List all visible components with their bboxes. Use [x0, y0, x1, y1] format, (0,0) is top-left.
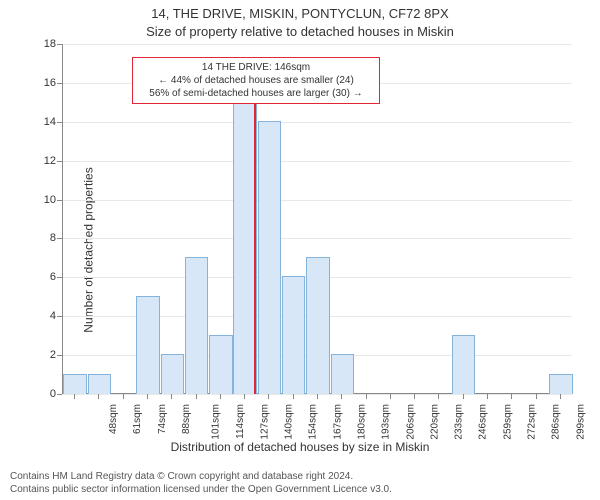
x-tick-label: 220sqm	[429, 404, 440, 440]
x-tick-mark	[341, 394, 342, 399]
y-tick-label: 2	[26, 349, 56, 361]
histogram-bar	[63, 374, 86, 394]
grid-line	[62, 44, 572, 45]
x-tick-label: 246sqm	[478, 404, 489, 440]
x-tick-label: 114sqm	[234, 404, 245, 439]
x-axis-label: Distribution of detached houses by size …	[0, 440, 600, 454]
y-tick-label: 4	[26, 310, 56, 322]
x-tick-mark	[220, 394, 221, 399]
y-tick-label: 18	[26, 38, 56, 50]
y-tick-label: 14	[26, 116, 56, 128]
y-tick-label: 6	[26, 271, 56, 283]
highlight-line	[254, 63, 256, 394]
histogram-bar	[331, 354, 354, 394]
x-tick-label: 167sqm	[332, 404, 343, 440]
grid-line	[62, 122, 572, 123]
footer-line1: Contains HM Land Registry data © Crown c…	[10, 470, 590, 483]
chart-title-line2: Size of property relative to detached ho…	[0, 24, 600, 39]
footer-line2: Contains public sector information licen…	[10, 483, 590, 496]
footer: Contains HM Land Registry data © Crown c…	[10, 470, 590, 496]
histogram-bar	[136, 296, 159, 394]
histogram-bar	[258, 121, 281, 394]
histogram-bar	[185, 257, 208, 394]
y-tick-label: 10	[26, 194, 56, 206]
x-tick-label: 61sqm	[132, 404, 143, 434]
x-tick-label: 206sqm	[405, 404, 416, 440]
annotation-box: 14 THE DRIVE: 146sqm ← 44% of detached h…	[132, 57, 380, 104]
x-tick-mark	[196, 394, 197, 399]
y-tick-label: 0	[26, 388, 56, 400]
x-tick-mark	[244, 394, 245, 399]
x-tick-mark	[511, 394, 512, 399]
x-tick-mark	[536, 394, 537, 399]
x-tick-mark	[123, 394, 124, 399]
histogram-bar	[306, 257, 329, 394]
x-tick-label: 180sqm	[357, 404, 368, 440]
annotation-line2: ← 44% of detached houses are smaller (24…	[139, 74, 373, 87]
chart-container: 14, THE DRIVE, MISKIN, PONTYCLUN, CF72 8…	[0, 0, 600, 500]
y-tick-label: 8	[26, 232, 56, 244]
histogram-bar	[282, 276, 305, 394]
x-tick-mark	[74, 394, 75, 399]
x-tick-label: 140sqm	[284, 404, 295, 440]
annotation-line1: 14 THE DRIVE: 146sqm	[139, 61, 373, 74]
x-tick-mark	[317, 394, 318, 399]
x-tick-label: 286sqm	[551, 404, 562, 440]
x-tick-mark	[293, 394, 294, 399]
x-tick-label: 88sqm	[181, 404, 192, 434]
histogram-bar	[161, 354, 184, 394]
y-tick-label: 16	[26, 77, 56, 89]
y-tick-mark	[57, 394, 62, 395]
histogram-bar	[209, 335, 232, 394]
y-axis	[62, 44, 63, 394]
x-tick-label: 154sqm	[308, 404, 319, 440]
x-tick-mark	[463, 394, 464, 399]
x-tick-mark	[171, 394, 172, 399]
grid-line	[62, 161, 572, 162]
x-tick-mark	[560, 394, 561, 399]
x-tick-label: 101sqm	[211, 404, 222, 440]
histogram-bar	[549, 374, 572, 394]
x-tick-mark	[390, 394, 391, 399]
y-tick-label: 12	[26, 155, 56, 167]
grid-line	[62, 238, 572, 239]
x-tick-label: 272sqm	[527, 404, 538, 440]
annotation-line3: 56% of semi-detached houses are larger (…	[139, 87, 373, 100]
x-tick-label: 259sqm	[502, 404, 513, 440]
x-tick-label: 74sqm	[157, 404, 168, 434]
x-tick-label: 233sqm	[454, 404, 465, 440]
histogram-bar	[88, 374, 111, 394]
grid-line	[62, 200, 572, 201]
x-tick-mark	[147, 394, 148, 399]
x-tick-mark	[438, 394, 439, 399]
x-tick-mark	[414, 394, 415, 399]
x-tick-label: 127sqm	[259, 404, 270, 440]
x-tick-label: 193sqm	[381, 404, 392, 440]
x-tick-mark	[98, 394, 99, 399]
x-tick-mark	[366, 394, 367, 399]
x-tick-label: 299sqm	[575, 404, 586, 440]
x-tick-label: 48sqm	[108, 404, 119, 434]
chart-title-line1: 14, THE DRIVE, MISKIN, PONTYCLUN, CF72 8…	[0, 6, 600, 21]
histogram-bar	[452, 335, 475, 394]
x-tick-mark	[268, 394, 269, 399]
plot-area: 02468101214161848sqm61sqm74sqm88sqm101sq…	[62, 44, 572, 394]
x-tick-mark	[487, 394, 488, 399]
